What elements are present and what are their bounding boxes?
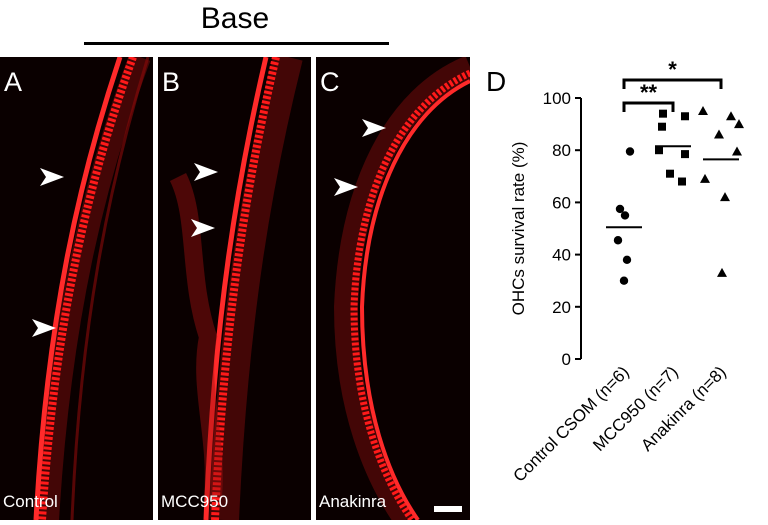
y-axis-label: OHCs survival rate (%) bbox=[509, 142, 528, 316]
header-base-group: Base bbox=[0, 0, 470, 55]
data-point-square bbox=[678, 177, 686, 186]
data-point-circle bbox=[613, 236, 623, 245]
data-point-circle bbox=[622, 255, 632, 265]
data-point-square bbox=[655, 146, 663, 155]
panel-b-micrograph bbox=[169, 57, 303, 520]
scale-bar bbox=[434, 506, 462, 512]
data-point-circle bbox=[625, 147, 635, 156]
data-point-circle bbox=[615, 204, 625, 214]
panel-name: Control bbox=[3, 492, 58, 511]
arrowhead-icon bbox=[32, 319, 56, 337]
y-tick-label: 80 bbox=[552, 141, 571, 160]
significance-bracket bbox=[622, 78, 723, 89]
data-point-circle bbox=[619, 276, 629, 285]
data-point-triangle bbox=[734, 119, 744, 129]
data-point-square bbox=[659, 109, 667, 118]
data-point-triangle bbox=[714, 129, 724, 139]
panel-b-mcc950: B MCC950 bbox=[158, 57, 311, 520]
arrowhead-icon bbox=[362, 119, 386, 137]
arrowhead-icon bbox=[191, 219, 215, 237]
y-tick-label: 100 bbox=[543, 89, 571, 108]
arrowhead-icon bbox=[40, 168, 64, 186]
significance-bracket bbox=[622, 101, 675, 112]
data-point-triangle bbox=[698, 106, 708, 116]
x-tick-label: Anakinra (n=8) bbox=[637, 362, 730, 455]
data-point-square bbox=[681, 150, 689, 159]
y-tick-label: 60 bbox=[552, 193, 571, 212]
panel-letter: C bbox=[320, 67, 340, 97]
panel-a-control: A Control bbox=[0, 57, 153, 520]
significance-label: * bbox=[668, 57, 677, 82]
data-point-triangle bbox=[700, 173, 710, 183]
header-title: Base bbox=[200, 2, 270, 35]
panel-name: MCC950 bbox=[161, 492, 229, 511]
x-tick-label: MCC950 (n=7) bbox=[589, 362, 682, 455]
panel-letter: A bbox=[4, 67, 23, 97]
y-tick-label: 20 bbox=[552, 298, 571, 317]
panel-c-micrograph bbox=[333, 57, 470, 520]
header-bracket-line bbox=[84, 42, 389, 45]
arrowhead-icon bbox=[194, 163, 218, 181]
data-point-square bbox=[666, 169, 674, 178]
panel-c-anakinra: C Anakinra bbox=[316, 57, 470, 520]
data-point-square bbox=[658, 122, 666, 131]
data-point-triangle bbox=[717, 267, 727, 277]
panel-a-micrograph bbox=[33, 57, 151, 520]
data-point-square bbox=[681, 112, 689, 121]
y-tick-label: 40 bbox=[552, 246, 571, 265]
panel-letter: B bbox=[162, 67, 181, 97]
y-tick-label: 0 bbox=[562, 350, 571, 369]
arrowhead-icon bbox=[334, 178, 358, 196]
data-point-circle bbox=[620, 211, 630, 220]
panel-name: Anakinra bbox=[319, 492, 387, 511]
data-point-triangle bbox=[726, 111, 736, 121]
data-point-triangle bbox=[732, 146, 742, 156]
significance-label: ** bbox=[640, 80, 658, 105]
chart-panel-letter: D bbox=[486, 66, 506, 97]
data-point-triangle bbox=[720, 192, 730, 202]
